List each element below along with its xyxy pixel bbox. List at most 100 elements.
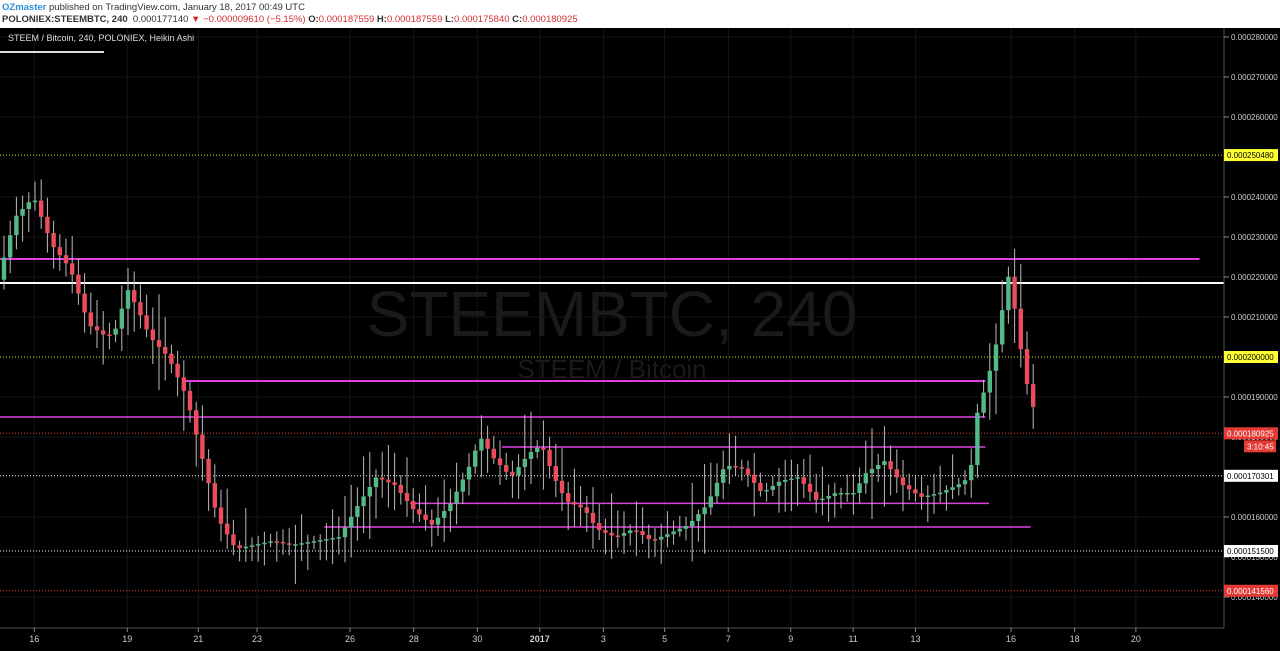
series-legend[interactable]: STEEM / Bitcoin, 240, POLONIEX, Heikin A… <box>8 33 195 43</box>
candle-body-24 <box>150 329 155 341</box>
candle-body-75 <box>466 466 472 480</box>
candle-body-122 <box>758 482 763 492</box>
candle-body-138 <box>857 483 862 493</box>
price-label-box-5 <box>1224 545 1278 557</box>
candle-body-31 <box>194 410 199 435</box>
candle-body-53 <box>330 538 335 540</box>
x-tick-label-14: 16 <box>1006 634 1016 644</box>
candle-body-89 <box>553 465 558 481</box>
candle-body-154 <box>956 484 961 488</box>
x-tick-label-6: 30 <box>472 634 482 644</box>
y-tick-label-2: 0.000260000 <box>1231 113 1278 122</box>
x-tick-label-16: 20 <box>1131 634 1141 644</box>
candle-body-2 <box>14 215 19 236</box>
candle-body-110 <box>683 526 689 529</box>
candle-body-160 <box>993 344 999 371</box>
candle-body-19 <box>119 308 124 329</box>
x-tick-label-0: 16 <box>29 634 39 644</box>
candle-body-13 <box>82 293 87 313</box>
candle-body-82 <box>510 471 515 476</box>
price-label-box-4 <box>1224 469 1278 482</box>
candle-body-105 <box>652 539 658 541</box>
candle-body-36 <box>225 523 230 535</box>
candle-body-126 <box>783 479 788 482</box>
watermark: STEEMBTC, 240 STEEM / Bitcoin <box>367 278 858 384</box>
candle-body-152 <box>944 489 949 493</box>
high-value: 0.000187559 <box>386 14 443 25</box>
candle-body-4 <box>26 202 31 210</box>
candle-body-49 <box>305 542 310 544</box>
candle-body-98 <box>609 532 614 536</box>
time-axis[interactable] <box>0 628 1280 651</box>
candle-body-83 <box>516 467 521 476</box>
candle-body-159 <box>987 370 992 393</box>
candle-body-112 <box>696 514 701 521</box>
candle-body-39 <box>243 546 248 549</box>
candle-body-115 <box>714 482 720 497</box>
x-tick-label-4: 26 <box>345 634 355 644</box>
candle-body-69 <box>429 519 434 525</box>
candle-body-59 <box>367 486 372 497</box>
symbol-label: POLONIEX:STEEMBTC, 240 <box>2 14 128 25</box>
candle-body-74 <box>460 479 465 492</box>
candle-body-118 <box>733 465 738 468</box>
candle-body-41 <box>256 544 261 546</box>
publish-info: OZmaster published on TradingView.com, J… <box>2 2 305 13</box>
candle-body-88 <box>547 449 552 466</box>
candle-body-129 <box>801 477 806 484</box>
candle-body-132 <box>820 498 825 501</box>
author-link[interactable]: OZmaster <box>2 2 47 13</box>
candle-body-35 <box>218 507 224 524</box>
candle-body-163 <box>1012 276 1017 309</box>
candle-body-95 <box>590 512 596 524</box>
open-value: 0.000187559 <box>318 14 375 25</box>
price-label-5: 0.000151500 <box>1227 547 1274 556</box>
price-label-box-1 <box>1224 351 1278 363</box>
candle-body-90 <box>559 480 565 494</box>
candle-body-140 <box>869 469 875 474</box>
candle-body-156 <box>969 465 974 481</box>
candle-body-7 <box>45 216 50 234</box>
candle-body-11 <box>70 263 75 275</box>
candle-body-60 <box>373 477 379 487</box>
open-label: O: <box>308 14 319 25</box>
candle-body-124 <box>770 485 775 490</box>
candle-body-84 <box>522 458 527 468</box>
candle-body-104 <box>646 535 651 540</box>
y-tick-label-0: 0.000280000 <box>1231 33 1278 42</box>
price-chart[interactable]: STEEMBTC, 240 STEEM / Bitcoin 0.00028000… <box>0 28 1280 651</box>
candle-body-146 <box>907 485 912 490</box>
candle-body-17 <box>107 334 112 336</box>
price-label-3: 3:10:45 <box>1247 442 1274 451</box>
low-label: L: <box>445 14 455 25</box>
x-tick-label-12: 11 <box>848 634 857 644</box>
candle-body-166 <box>1031 384 1036 407</box>
candle-body-9 <box>57 247 62 256</box>
candle-body-12 <box>76 274 81 294</box>
candle-body-21 <box>132 290 137 303</box>
candle-body-64 <box>398 484 403 493</box>
legend-underline <box>0 51 104 53</box>
candle-body-81 <box>504 465 509 472</box>
close-label: C: <box>512 14 523 25</box>
candle-body-37 <box>231 534 236 546</box>
candle-body-137 <box>851 493 856 495</box>
candle-body-111 <box>690 520 695 527</box>
candle-body-25 <box>156 340 162 347</box>
candle-body-114 <box>708 496 713 508</box>
price-label-box-2 <box>1224 427 1278 440</box>
last-price: 0.000177140 <box>132 14 189 25</box>
candle-body-72 <box>448 503 453 512</box>
x-tick-label-13: 13 <box>911 634 921 644</box>
y-tick-label-5: 0.000220000 <box>1231 273 1278 282</box>
candle-body-27 <box>169 353 174 364</box>
candle-body-107 <box>665 534 670 537</box>
candle-body-58 <box>361 496 366 507</box>
candle-body-96 <box>597 523 602 531</box>
candle-body-38 <box>237 545 242 549</box>
candle-body-80 <box>497 458 503 466</box>
candle-body-108 <box>671 531 676 535</box>
candle-body-139 <box>863 473 868 484</box>
candle-body-47 <box>293 544 298 546</box>
y-tick-label-11: 0.000140000 <box>1231 593 1278 602</box>
